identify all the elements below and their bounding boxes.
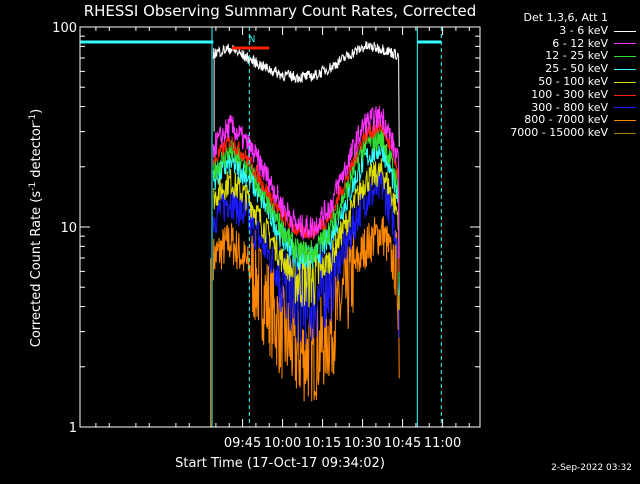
- series-line: [212, 120, 400, 273]
- series-line: [212, 158, 400, 310]
- x-axis-title: Start Time (17-Oct-17 09:34:02): [175, 456, 385, 471]
- y-axis-title-sup1: -1: [28, 182, 38, 191]
- legend-label: 25 - 50 keV: [545, 62, 608, 76]
- legend-entry: 25 - 50 keV: [476, 62, 636, 76]
- annotation-layer: N: [80, 27, 442, 427]
- x-tick-label: 11:00: [424, 436, 461, 451]
- legend-label: 50 - 100 keV: [538, 74, 608, 88]
- legend-entry: 6 - 12 keV: [476, 36, 636, 51]
- y-tick-label: 10: [60, 221, 77, 236]
- legend-entry: 800 - 7000 keV: [476, 114, 636, 127]
- series-line: [212, 41, 400, 147]
- legend-entry: 100 - 300 keV: [476, 87, 636, 102]
- legend-swatch: [614, 94, 636, 96]
- legend-entry: 3 - 6 keV: [476, 23, 636, 38]
- y-axis-title-main: Corrected Count Rate (s: [29, 191, 44, 348]
- legend: Det 1,3,6, Att 1 3 - 6 keV 6 - 12 keV 12 -…: [476, 11, 636, 140]
- y-tick-label: 100: [52, 21, 77, 36]
- legend-entry: 7000 - 15000 keV: [476, 126, 636, 140]
- series-line: [212, 216, 400, 402]
- x-tick-label: 10:30: [344, 436, 381, 451]
- legend-label: 12 - 25 keV: [545, 49, 608, 63]
- x-tick-label: 10:00: [264, 436, 301, 451]
- x-tick-label: 10:15: [304, 436, 341, 451]
- legend-detector-label: Det 1,3,6, Att 1: [523, 11, 608, 24]
- data-layer: [210, 41, 400, 427]
- legend-swatch: [614, 69, 636, 71]
- y-axis-title-end: ): [29, 109, 44, 114]
- y-axis-title-mid: detector: [29, 122, 44, 182]
- legend-entry: 50 - 100 keV: [476, 74, 636, 89]
- legend-swatch: [614, 43, 636, 45]
- y-axis-title-sup2: -1: [28, 114, 38, 123]
- x-tick-label: 10:45: [384, 436, 421, 451]
- legend-label: 6 - 12 keV: [552, 36, 608, 50]
- axis-layer: 09:45 10:00 10:15 10:30 10:45 11:00 1 10 100: [52, 21, 480, 451]
- series-line: [212, 127, 400, 284]
- legend-swatch: [614, 107, 636, 109]
- legend-label: 3 - 6 keV: [559, 23, 608, 37]
- legend-swatch: [614, 81, 636, 83]
- y-tick-label: 1: [69, 421, 77, 436]
- legend-swatch: [614, 56, 636, 58]
- legend-entry: 12 - 25 keV: [476, 50, 636, 63]
- chart-title: RHESSI Observing Summary Count Rates, Co…: [84, 2, 477, 20]
- legend-rows: 3 - 6 keV 6 - 12 keV 12 - 25 keV 25 - 50 ke…: [476, 23, 636, 140]
- legend-swatch: [614, 133, 636, 135]
- legend-label: 100 - 300 keV: [531, 87, 608, 101]
- legend-swatch: [614, 120, 636, 122]
- legend-entry: 300 - 800 keV: [476, 100, 636, 115]
- y-axis-title: Corrected Count Rate (s-1 detector-1): [28, 109, 44, 347]
- timestamp: 2-Sep-2022 03:32: [551, 463, 632, 473]
- legend-label: 300 - 800 keV: [531, 100, 608, 114]
- x-tick-label: 09:45: [224, 436, 261, 451]
- flag-label: N: [249, 35, 256, 45]
- legend-label: 800 - 7000 keV: [524, 113, 608, 127]
- legend-label: 7000 - 15000 keV: [510, 126, 608, 140]
- series-line: [212, 105, 400, 259]
- legend-swatch: [614, 30, 636, 32]
